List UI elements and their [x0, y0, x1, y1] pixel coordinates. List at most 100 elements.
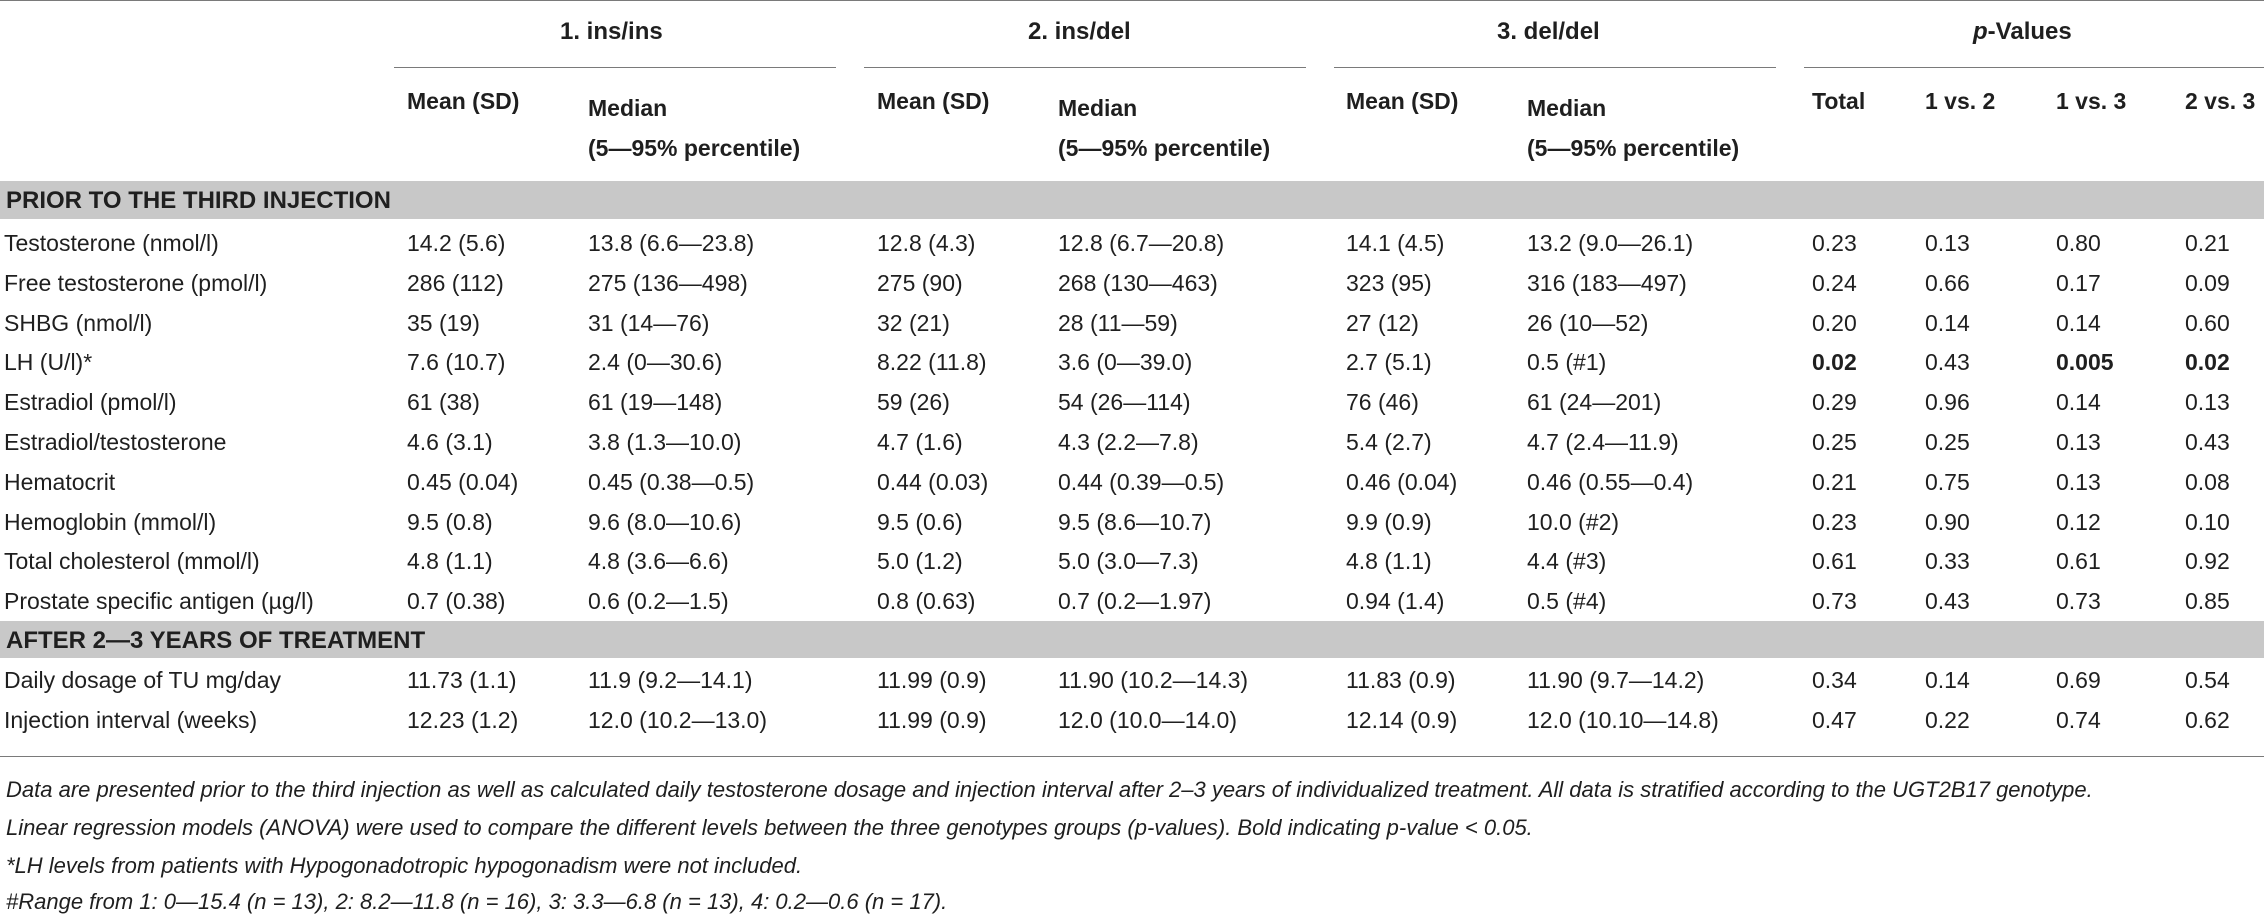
table-cell: 12.14 (0.9) — [1346, 707, 1458, 733]
median-percentile: (5—95% percentile) — [588, 135, 801, 161]
table-cell: 28 (11—59) — [1058, 310, 1178, 336]
table-cell: 54 (26—114) — [1058, 389, 1191, 415]
p-value-cell: 0.20 — [1812, 310, 1857, 336]
table-cell: 10.0 (#2) — [1527, 509, 1620, 535]
p-value-cell: 0.005 — [2056, 349, 2114, 375]
group-rule-3 — [1334, 67, 1776, 68]
median-label: Median — [1527, 95, 1607, 121]
median-label: Median — [588, 95, 668, 121]
p-letter: p — [1973, 18, 1988, 45]
footnote-1: Data are presented prior to the third in… — [6, 777, 2093, 802]
table-cell: 0.45 (0.38—0.5) — [588, 469, 755, 495]
p-value-cell: 0.80 — [2056, 230, 2101, 256]
table-cell: 13.2 (9.0—26.1) — [1527, 230, 1694, 256]
p-value-cell: 0.66 — [1925, 270, 1970, 296]
row-label: Hematocrit — [4, 469, 116, 495]
table-cell: 8.22 (11.8) — [877, 349, 987, 375]
p-value-cell: 0.21 — [2185, 230, 2230, 256]
p-value-cell: 0.25 — [1812, 429, 1857, 455]
p-value-cell: 0.34 — [1812, 667, 1857, 693]
table-cell: 12.8 (6.7—20.8) — [1058, 230, 1225, 256]
p-value-cell: 0.02 — [2185, 349, 2230, 375]
table-cell: 9.5 (0.8) — [407, 509, 493, 535]
p-value-cell: 0.09 — [2185, 270, 2230, 296]
row-label: Total cholesterol (mmol/l) — [4, 548, 260, 574]
p-value-cell: 0.73 — [2056, 588, 2101, 614]
p-value-cell: 0.61 — [1812, 548, 1857, 574]
p-value-cell: 0.54 — [2185, 667, 2230, 693]
table-cell: 0.94 (1.4) — [1346, 588, 1445, 614]
p-value-cell: 0.22 — [1925, 707, 1970, 733]
table-cell: 11.99 (0.9) — [877, 667, 987, 693]
table-cell: 26 (10—52) — [1527, 310, 1649, 336]
table-cell: 2.7 (5.1) — [1346, 349, 1432, 375]
table-cell: 2.4 (0—30.6) — [588, 349, 723, 375]
table-cell: 286 (112) — [407, 270, 504, 296]
table-cell: 11.9 (9.2—14.1) — [588, 667, 753, 693]
p-value-cell: 0.69 — [2056, 667, 2101, 693]
median-percentile: (5—95% percentile) — [1527, 135, 1740, 161]
table-cell: 275 (136—498) — [588, 270, 748, 296]
section-band-prior: PRIOR TO THE THIRD INJECTION — [0, 181, 2264, 219]
table-cell: 268 (130—463) — [1058, 270, 1218, 296]
table-cell: 12.0 (10.0—14.0) — [1058, 707, 1238, 733]
table-cell: 4.8 (1.1) — [1346, 548, 1432, 574]
table-cell: 13.8 (6.6—23.8) — [588, 230, 755, 256]
p-value-cell: 0.25 — [1925, 429, 1970, 455]
subheader-median-2: Median (5—95% percentile) — [1058, 88, 1270, 168]
table-cell: 9.5 (0.6) — [877, 509, 963, 535]
table-cell: 0.45 (0.04) — [407, 469, 519, 495]
p-value-cell: 0.43 — [1925, 349, 1970, 375]
table-top-rule — [0, 0, 2264, 1]
p-value-cell: 0.74 — [2056, 707, 2101, 733]
table-cell: 31 (14—76) — [588, 310, 710, 336]
table-cell: 5.0 (3.0—7.3) — [1058, 548, 1199, 574]
table-cell: 0.5 (#4) — [1527, 588, 1607, 614]
table-cell: 12.0 (10.10—14.8) — [1527, 707, 1719, 733]
p-value-cell: 0.13 — [2056, 429, 2101, 455]
p-value-cell: 0.14 — [1925, 667, 1970, 693]
table-cell: 0.46 (0.04) — [1346, 469, 1458, 495]
table-cell: 7.6 (10.7) — [407, 349, 506, 375]
table-cell: 3.6 (0—39.0) — [1058, 349, 1193, 375]
row-label: Testosterone (nmol/l) — [4, 230, 219, 256]
row-label: Hemoglobin (mmol/l) — [4, 509, 217, 535]
p-value-cell: 0.62 — [2185, 707, 2230, 733]
table-cell: 316 (183—497) — [1527, 270, 1687, 296]
table-cell: 0.46 (0.55—0.4) — [1527, 469, 1694, 495]
section-title: PRIOR TO THE THIRD INJECTION — [6, 187, 391, 214]
group-rule-2 — [864, 67, 1306, 68]
p-value-cell: 0.02 — [1812, 349, 1857, 375]
group-header-p-values: p-Values — [1973, 12, 2072, 52]
group-rule-1 — [394, 67, 836, 68]
p-value-cell: 0.21 — [1812, 469, 1857, 495]
footnote-4: #Range from 1: 0—15.4 (n = 13), 2: 8.2—1… — [6, 889, 948, 914]
table-cell: 4.4 (#3) — [1527, 548, 1607, 574]
p-value-cell: 0.92 — [2185, 548, 2230, 574]
table-cell: 4.7 (2.4—11.9) — [1527, 429, 1679, 455]
p-value-cell: 0.14 — [1925, 310, 1970, 336]
table-cell: 275 (90) — [877, 270, 963, 296]
table-cell: 59 (26) — [877, 389, 950, 415]
table-cell: 0.44 (0.39—0.5) — [1058, 469, 1225, 495]
p-value-cell: 0.90 — [1925, 509, 1970, 535]
table-cell: 4.7 (1.6) — [877, 429, 963, 455]
table-cell: 0.44 (0.03) — [877, 469, 989, 495]
p-value-cell: 0.14 — [2056, 310, 2101, 336]
subheader-p-1vs3: 1 vs. 3 — [2056, 88, 2127, 114]
subheader-median-3: Median (5—95% percentile) — [1527, 88, 1739, 168]
table-cell: 11.83 (0.9) — [1346, 667, 1456, 693]
table-cell: 11.90 (9.7—14.2) — [1527, 667, 1705, 693]
table-cell: 35 (19) — [407, 310, 480, 336]
table-cell: 0.6 (0.2—1.5) — [588, 588, 729, 614]
table-cell: 27 (12) — [1346, 310, 1419, 336]
group-header-del-del: 3. del/del — [1497, 18, 1600, 45]
p-value-cell: 0.13 — [1925, 230, 1970, 256]
p-value-cell: 0.14 — [2056, 389, 2101, 415]
table-cell: 14.2 (5.6) — [407, 230, 506, 256]
section-band-after: AFTER 2—3 YEARS OF TREATMENT — [0, 621, 2264, 658]
table-cell: 61 (19—148) — [588, 389, 723, 415]
table-cell: 12.8 (4.3) — [877, 230, 976, 256]
group-rule-4 — [1804, 67, 2264, 68]
p-value-cell: 0.73 — [1812, 588, 1857, 614]
